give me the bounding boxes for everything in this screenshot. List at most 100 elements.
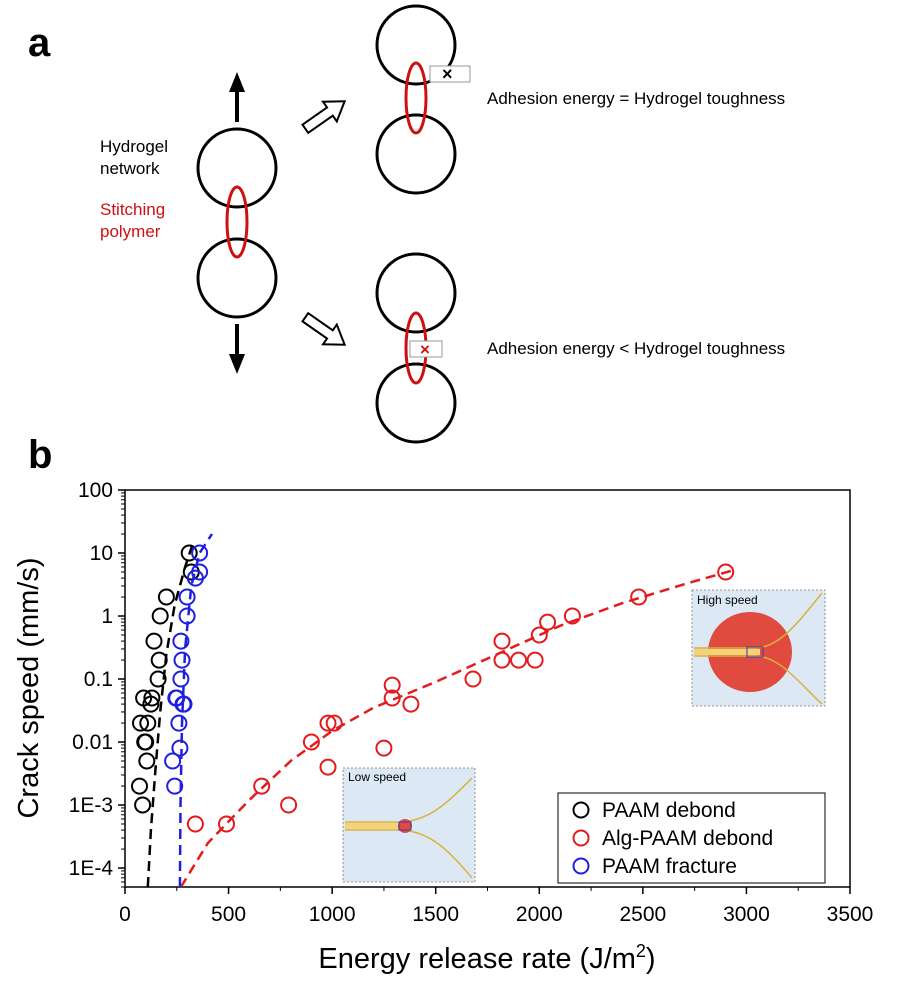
data-point	[493, 651, 511, 669]
data-point	[325, 714, 343, 732]
data-point	[526, 651, 544, 669]
data-point	[383, 689, 401, 707]
y-tick-label: 10	[90, 542, 113, 565]
y-axis-title: Crack speed (mm/s)	[13, 557, 45, 818]
data-point	[319, 758, 337, 776]
data-point	[142, 695, 160, 713]
legend-marker	[572, 801, 590, 819]
panel-b-letter: b	[28, 433, 52, 477]
x-axis: 0 500 1000 1500 2000 2500 3000 3500	[119, 887, 873, 926]
data-point	[138, 752, 156, 770]
fit-line-2	[178, 533, 214, 887]
legend: PAAM debond Alg-PAAM debond PAAM fracture	[557, 792, 826, 884]
data-point	[172, 670, 190, 688]
data-point	[493, 632, 511, 650]
data-point	[166, 777, 184, 795]
data-point	[375, 739, 393, 757]
label-hydrogel-network-line1: Hydrogel	[100, 137, 168, 156]
data-point	[149, 670, 167, 688]
outcome1-cross-icon: ×	[442, 64, 453, 84]
x-tick-label: 2500	[619, 903, 666, 926]
outcome1-network-circle-bottom	[375, 113, 457, 195]
inset-low-title: Low speed	[348, 770, 406, 784]
data-point	[253, 777, 271, 795]
y-tick-label: 1E-3	[69, 794, 113, 817]
data-point	[383, 676, 401, 694]
data-point	[174, 695, 192, 713]
data-point	[191, 544, 209, 562]
label-hydrogel-network-line2: network	[100, 159, 160, 178]
data-point	[530, 626, 548, 644]
panel-a-letter: a	[28, 21, 51, 65]
inset-high-speed: High speed	[691, 589, 826, 707]
outcome1-stitching-loop	[404, 61, 428, 135]
y-tick-label: 1	[101, 605, 113, 628]
x-tick-label: 500	[211, 903, 246, 926]
x-tick-label: 0	[119, 903, 131, 926]
data-point	[151, 607, 169, 625]
data-point	[402, 695, 420, 713]
data-point	[131, 777, 148, 795]
label-stitching-polymer-line2: polymer	[100, 222, 161, 241]
panel-a: a Hydrogel network Stitching polymer	[28, 4, 785, 444]
y-tick-label: 1E-4	[69, 857, 114, 880]
data-point	[143, 689, 161, 707]
data-point	[218, 815, 235, 833]
data-point	[178, 588, 196, 606]
data-point	[172, 632, 190, 650]
x-tick-label: 1500	[412, 903, 459, 926]
data-point	[630, 588, 648, 606]
data-point	[157, 588, 175, 606]
data-point	[137, 733, 155, 751]
x-tick-label: 2000	[516, 903, 563, 926]
data-point	[186, 815, 204, 833]
data-point	[180, 544, 198, 562]
label-stitching-polymer-line1: Stitching	[100, 200, 165, 219]
data-point	[170, 714, 188, 732]
hollow-arrow-up-right	[301, 100, 347, 135]
data-point	[150, 651, 168, 669]
data-point	[173, 651, 191, 669]
hydrogel-network-circle-bottom	[196, 237, 278, 319]
panel-b: b 0 500 1000 1500 2000 2500 3000 3500 1E-4 1E-3 0…	[13, 433, 873, 975]
outcome2-network-circle-top	[375, 252, 457, 334]
pull-arrow-down	[229, 324, 245, 374]
data-point	[191, 563, 209, 581]
legend-label: Alg-PAAM debond	[602, 827, 773, 850]
y-tick-label: 0.1	[84, 668, 113, 691]
data-point	[168, 689, 186, 707]
legend-marker	[572, 829, 590, 847]
data-point	[539, 613, 557, 631]
legend-marker	[572, 857, 590, 875]
x-tick-label: 3000	[723, 903, 770, 926]
data-point	[319, 714, 337, 732]
data-point	[717, 563, 735, 581]
data-point	[139, 714, 157, 732]
x-axis-title: Energy release rate (J/m2)	[318, 941, 655, 975]
inset-low-speed: Low speed	[342, 767, 476, 883]
data-point	[510, 651, 528, 669]
legend-label: PAAM debond	[602, 799, 736, 822]
outcome2-network-circle-bottom	[375, 362, 457, 444]
data-point	[164, 752, 182, 770]
hollow-arrow-down-right	[301, 311, 347, 346]
y-axis: 1E-4 1E-3 0.01 0.1 1 10 100	[69, 479, 125, 888]
outcome2-break-marker	[409, 340, 443, 358]
series-layer	[131, 533, 737, 887]
outcome1-network-circle-top	[375, 4, 457, 86]
pull-arrow-up	[229, 72, 245, 122]
data-point	[132, 714, 149, 732]
data-point	[145, 632, 163, 650]
data-point	[178, 607, 196, 625]
hydrogel-network-circle-top	[196, 127, 278, 209]
data-point	[134, 796, 152, 814]
y-tick-label: 0.01	[72, 731, 113, 754]
inset-high-title: High speed	[697, 593, 758, 607]
outcome2-cross-icon: ×	[420, 340, 430, 359]
legend-label: PAAM fracture	[602, 855, 737, 878]
stitching-polymer-loop	[225, 185, 249, 259]
outcome2-label: Adhesion energy < Hydrogel toughness	[487, 339, 785, 358]
y-tick-label: 100	[78, 479, 113, 502]
data-point	[563, 607, 581, 625]
